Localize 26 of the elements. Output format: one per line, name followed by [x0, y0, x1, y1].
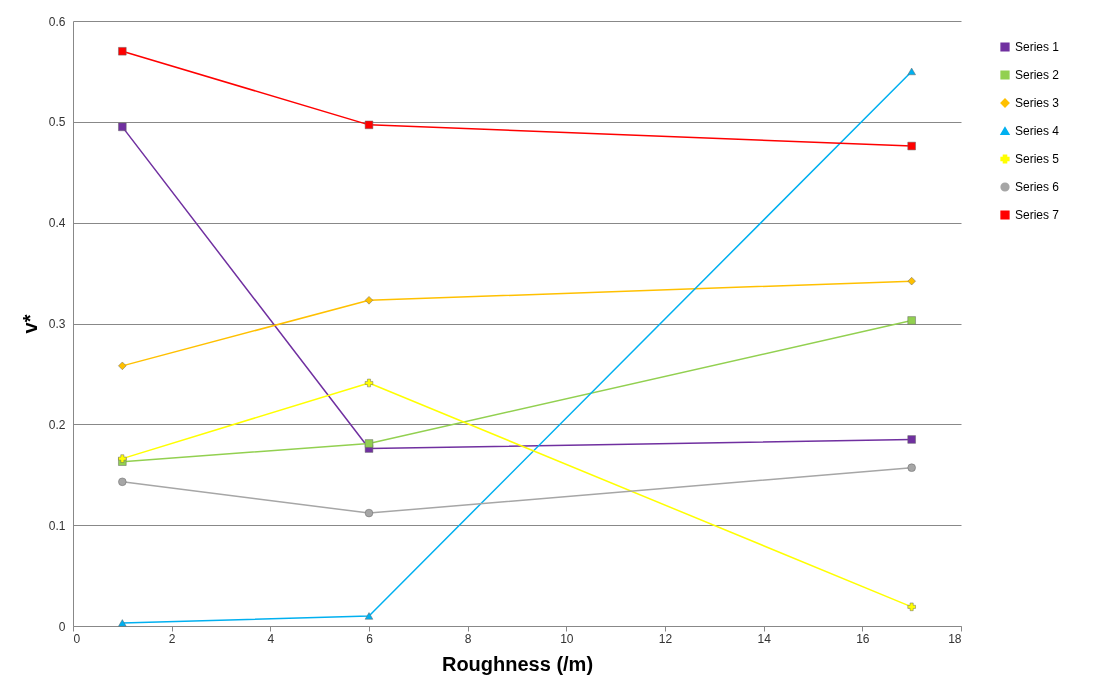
y-tick-label: 0.5 — [48, 115, 66, 130]
x-tick-label: 2 — [168, 631, 176, 646]
x-tick-label: 16 — [856, 631, 870, 646]
legend-label: Series 6 — [1015, 180, 1060, 194]
x-tick-label: 12 — [658, 631, 673, 646]
x-tick-label: 0 — [73, 631, 81, 646]
legend-label: Series 7 — [1015, 208, 1060, 222]
x-tick-label: 6 — [366, 631, 374, 646]
x-tick-label: 14 — [757, 631, 772, 646]
y-axis-title: v* — [18, 314, 41, 334]
y-tick-label: 0.4 — [48, 216, 66, 231]
legend-label: Series 4 — [1015, 124, 1060, 138]
legend-label: Series 2 — [1015, 68, 1060, 82]
legend-label: Series 5 — [1015, 152, 1060, 166]
y-tick-label: 0.3 — [48, 317, 66, 331]
y-tick-label: 0 — [58, 619, 66, 634]
y-tick-label: 0.6 — [48, 14, 66, 29]
y-tick-label: 0.1 — [48, 518, 66, 533]
x-tick-label: 4 — [267, 631, 275, 646]
x-axis-title: Roughness (/m) — [441, 652, 594, 675]
x-tick-label: 10 — [560, 631, 574, 646]
legend-label: Series 1 — [1015, 40, 1060, 54]
x-tick-label: 8 — [464, 631, 472, 646]
legend-label: Series 3 — [1015, 96, 1060, 110]
y-tick-label: 0.2 — [48, 417, 66, 432]
x-tick-label: 18 — [948, 631, 962, 646]
